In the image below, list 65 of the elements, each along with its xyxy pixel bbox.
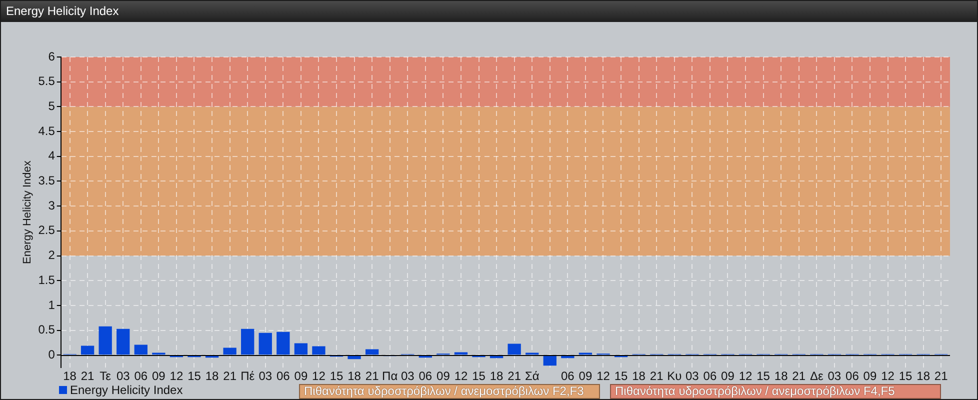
x-tick-label: 12 <box>454 369 468 384</box>
y-tick-label: 2 <box>48 248 56 262</box>
x-tick-label: 15 <box>472 369 486 384</box>
x-tick-label: 21 <box>223 369 237 384</box>
x-tick-label: 21 <box>650 369 664 384</box>
x-tick-label: Δε <box>810 369 824 384</box>
x-tick-label: 21 <box>792 369 806 384</box>
x-tick-label: 09 <box>294 369 308 384</box>
x-tick-label: 18 <box>774 369 788 384</box>
y-tick-label: 3 <box>48 198 56 212</box>
legend-label: Energy Helicity Index <box>70 383 183 397</box>
y-tick-label: 0 <box>48 347 56 362</box>
x-tick-label: 21 <box>508 369 522 384</box>
y-tick-label: 2.5 <box>38 223 56 238</box>
x-tick-label: 09 <box>863 369 877 384</box>
y-tick-label: 1.5 <box>38 272 56 287</box>
x-tick-label: 12 <box>170 369 184 384</box>
x-tick-label: 06 <box>703 369 717 384</box>
x-tick-label: 06 <box>846 369 860 384</box>
y-tick-label: 0.5 <box>38 322 56 337</box>
x-tick-label: 12 <box>312 369 326 384</box>
y-tick-label: 4 <box>48 148 56 163</box>
x-tick-label: 15 <box>188 369 202 384</box>
x-tick-label: Σά <box>524 369 540 384</box>
x-tick-label: 12 <box>596 369 610 384</box>
x-tick-label: 15 <box>330 369 344 384</box>
x-tick-label: 18 <box>348 369 362 384</box>
y-tick-label: 5.5 <box>38 74 56 88</box>
x-tick-label: 09 <box>721 369 735 384</box>
x-tick-label: 18 <box>916 369 930 384</box>
x-tick-label: 09 <box>578 369 592 384</box>
x-tick-label: Τε <box>100 369 112 384</box>
chart-title: Energy Helicity Index <box>6 4 119 18</box>
x-tick-label: 09 <box>436 369 450 384</box>
y-tick-label: 3.5 <box>38 174 56 188</box>
x-tick-label: 15 <box>898 369 913 384</box>
x-tick-label: 18 <box>63 369 77 384</box>
x-tick-label: 03 <box>258 369 272 384</box>
x-tick-label: Πα <box>382 369 398 384</box>
x-tick-label: 15 <box>756 369 770 384</box>
x-tick-label: 21 <box>934 369 948 384</box>
x-tick-label: 06 <box>418 369 432 384</box>
x-tick-label: 18 <box>205 369 220 384</box>
x-tick-label: 12 <box>738 369 752 384</box>
x-tick-label: 06 <box>561 369 575 384</box>
y-axis-title: Energy Helicity Index <box>22 160 34 264</box>
x-tick-label: 21 <box>80 369 95 384</box>
x-tick-label: 06 <box>276 369 290 384</box>
x-tick-label: 03 <box>116 369 130 384</box>
x-tick-label: 03 <box>685 369 700 384</box>
x-tick-label: 18 <box>632 369 646 384</box>
x-tick-label: 12 <box>881 369 895 384</box>
y-tick-label: 6 <box>48 49 56 64</box>
y-tick-label: 4.5 <box>38 124 56 138</box>
x-tick-label: 03 <box>400 369 415 384</box>
x-tick-label: 18 <box>490 369 504 384</box>
x-tick-label: 06 <box>134 369 148 384</box>
x-tick-label: Κυ <box>667 369 682 384</box>
x-tick-label: 15 <box>614 369 628 384</box>
x-tick-label: Πέ <box>240 369 256 384</box>
y-tick-label: 5 <box>48 99 56 114</box>
x-tick-label: 03 <box>828 369 842 384</box>
y-tick-label: 1 <box>48 298 56 312</box>
x-tick-label: 21 <box>365 369 380 384</box>
x-tick-label: 09 <box>152 369 166 384</box>
